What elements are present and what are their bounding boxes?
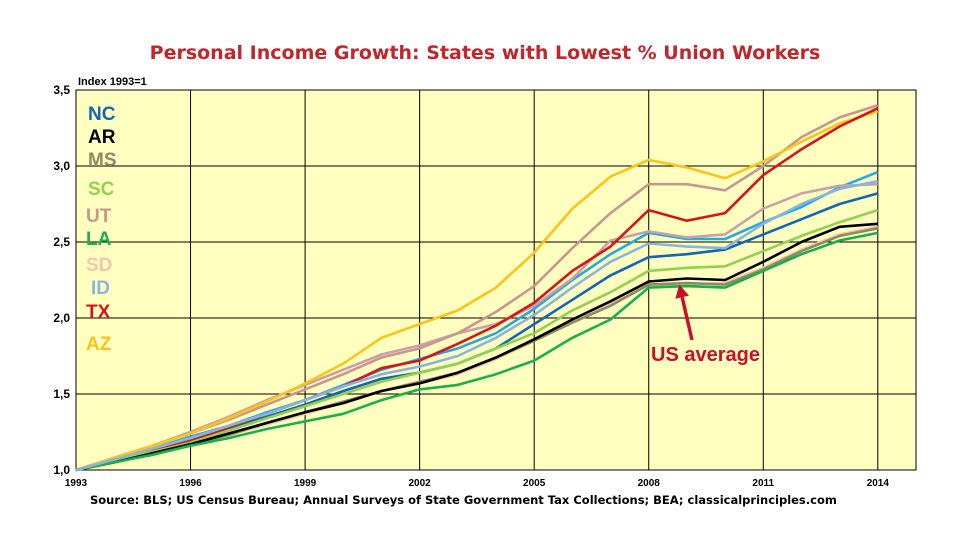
x-tick-label: 2002 [409, 478, 432, 489]
legend-item-sc: SC [88, 179, 115, 200]
tick-labels: 1993 1996 1999 2002 2005 2008 2011 2014 1,0 1,5 2,… [53, 83, 889, 489]
x-tick-label: 2014 [867, 478, 890, 489]
y-axis-label: Index 1993=1 [78, 76, 147, 88]
legend-item-la: LA [86, 229, 112, 250]
y-tick-label: 2,0 [53, 311, 70, 325]
series-line-tx [75, 107, 879, 472]
y-tick-label: 1,0 [53, 463, 70, 477]
annotation-us-average: US average [651, 344, 760, 366]
legend-item-ut: UT [86, 206, 112, 227]
x-tick-label: 1996 [179, 478, 202, 489]
source-note: Source: BLS; US Census Bureau; Annual Su… [90, 493, 837, 507]
annotation-arrow-shaft [680, 296, 694, 341]
series-line-id [75, 179, 879, 472]
chart-title: Personal Income Growth: States with Lowe… [149, 42, 821, 64]
x-tick-label: 1993 [65, 478, 88, 489]
x-tick-label: 1999 [294, 478, 317, 489]
y-tick-label: 2,5 [53, 235, 70, 249]
annotation-arrow-head [675, 284, 690, 299]
series-line-az [75, 110, 879, 472]
legend-item-ar: AR [88, 127, 116, 148]
legend-item-id: ID [91, 278, 110, 299]
legend-item-ms: MS [88, 150, 117, 171]
series-line-la [75, 231, 879, 472]
plot-background [75, 89, 917, 471]
y-tick-label: 1,5 [53, 387, 70, 401]
legend-item-sd: SD [86, 255, 112, 276]
x-tick-label: 2005 [523, 478, 546, 489]
annotations: US average [651, 284, 760, 366]
series-line-sc [75, 208, 879, 472]
series-line-unlabeled-11 [75, 182, 878, 472]
legend-item-nc: NC [88, 104, 116, 125]
series-lines [75, 103, 879, 472]
x-tick-label: 2008 [638, 478, 661, 489]
grid [76, 90, 916, 470]
series-line-ar [75, 222, 878, 472]
x-tick-label: 2011 [752, 478, 774, 489]
legend-item-az: AZ [86, 334, 112, 355]
legend-item-tx: TX [86, 302, 111, 323]
y-tick-label: 3,0 [53, 159, 70, 173]
y-tick-label: 3,5 [53, 83, 70, 97]
